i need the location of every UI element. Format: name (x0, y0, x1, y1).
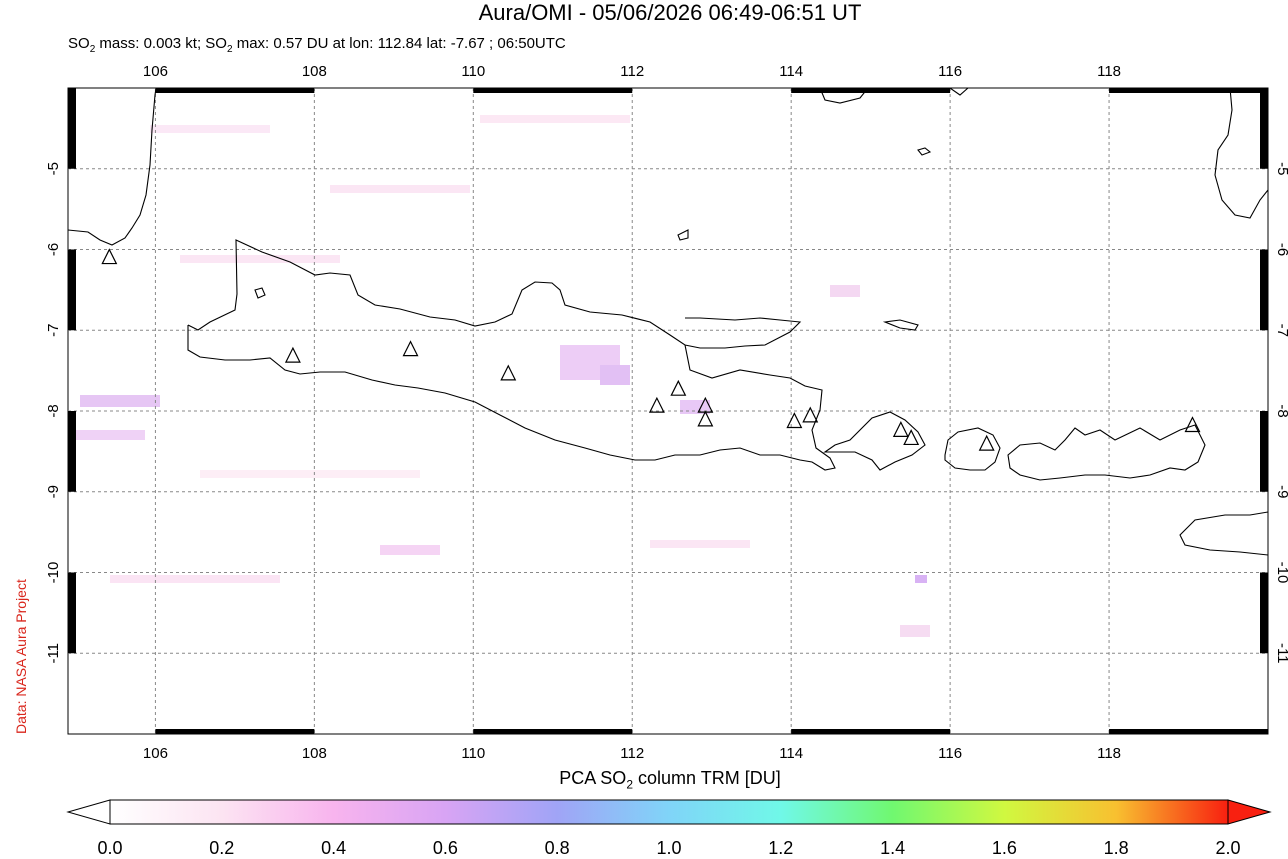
lat-label-left: -10 (45, 562, 62, 584)
lon-bar-top (791, 88, 951, 93)
colorbar-tick-label: 1.6 (991, 838, 1017, 858)
volcano-marker (978, 434, 995, 451)
volcano-marker (670, 379, 687, 396)
lon-label-bottom: 108 (302, 745, 327, 762)
lon-bar-bottom (155, 729, 315, 734)
lon-label-bottom: 116 (938, 745, 962, 762)
lat-bar-left (68, 249, 76, 331)
lat-label-left: -6 (45, 243, 62, 256)
volcano-marker (802, 406, 819, 423)
graticule (68, 88, 1268, 734)
colorbar-tick-label: 0.0 (97, 838, 123, 858)
lon-bar-top (473, 88, 633, 93)
lon-label-top: 116 (938, 63, 962, 80)
lon-bar-top (155, 88, 315, 93)
colorbar-tick-label: 0.8 (544, 838, 570, 858)
lat-bar-left (68, 411, 76, 492)
lon-label-bottom: 112 (620, 745, 644, 762)
lon-label-bottom: 110 (461, 745, 485, 762)
lon-label-bottom: 114 (779, 745, 803, 762)
volcano-marker (284, 346, 301, 363)
lat-label-left: -11 (45, 643, 62, 664)
lat-label-right: -9 (1274, 485, 1288, 498)
lat-label-right: -11 (1274, 643, 1288, 664)
volcano-marker (697, 410, 714, 427)
lon-label-bottom: 118 (1097, 745, 1121, 762)
volcano-marker (101, 248, 118, 265)
lon-bar-top (1109, 88, 1268, 93)
colorbar-tick-label: 1.0 (656, 838, 682, 858)
lat-bar-right (1260, 249, 1268, 331)
map-title: Aura/OMI - 05/06/2026 06:49-06:51 UT (478, 0, 862, 25)
lat-label-right: -10 (1274, 562, 1288, 584)
lat-label-left: -9 (45, 485, 62, 498)
colorbar-tick-label: 0.4 (321, 838, 347, 858)
lat-label-right: -6 (1274, 243, 1288, 256)
lat-label-left: -5 (45, 162, 62, 175)
coastlines (68, 88, 1268, 556)
lon-label-top: 118 (1097, 63, 1121, 80)
lon-bar-bottom (791, 729, 951, 734)
volcano-marker (903, 429, 920, 446)
colorbar (66, 799, 1272, 825)
lon-label-top: 106 (143, 63, 168, 80)
colorbar-tick-label: 1.8 (1103, 838, 1129, 858)
lon-bar-bottom (473, 729, 633, 734)
lon-label-bottom: 106 (143, 745, 168, 762)
volcano-marker (1184, 416, 1201, 433)
colorbar-tick-label: 0.6 (432, 838, 458, 858)
so2-field (75, 115, 930, 637)
subtitle: SO2 mass: 0.003 kt; SO2 max: 0.57 DU at … (68, 35, 566, 55)
colorbar-tick-label: 2.0 (1215, 838, 1241, 858)
lat-bar-right (1260, 572, 1268, 654)
volcano-marker (402, 340, 419, 357)
lat-bar-right (1260, 411, 1268, 492)
volcano-marker (648, 396, 665, 413)
lon-label-top: 112 (620, 63, 644, 80)
lat-label-left: -8 (45, 404, 62, 417)
lat-bar-right (1260, 88, 1268, 169)
lon-label-top: 110 (461, 63, 485, 80)
axis-tick-labels: 106 106 108 108 110 110 112 112 114 114 116 116 118 1… (45, 63, 1288, 762)
lat-label-right: -8 (1274, 404, 1288, 417)
lat-bar-left (68, 88, 76, 169)
frame-tick-bars (68, 88, 1268, 734)
lat-bar-left (68, 572, 76, 654)
lat-label-right: -5 (1274, 162, 1288, 175)
colorbar-title: PCA SO2 column TRM [DU] (559, 768, 781, 792)
lat-label-right: -7 (1274, 324, 1288, 337)
colorbar-tick-label: 0.2 (209, 838, 235, 858)
lon-label-top: 108 (302, 63, 327, 80)
lat-label-left: -7 (45, 324, 62, 337)
volcano-marker (500, 364, 517, 381)
volcano-marker (786, 412, 803, 429)
colorbar-tick-label: 1.2 (768, 838, 794, 858)
colorbar-tick-label: 1.4 (880, 838, 906, 858)
volcano-marker (892, 421, 909, 437)
volcano-markers (101, 248, 1201, 451)
lon-label-top: 114 (779, 63, 803, 80)
lon-bar-bottom (1109, 729, 1268, 734)
